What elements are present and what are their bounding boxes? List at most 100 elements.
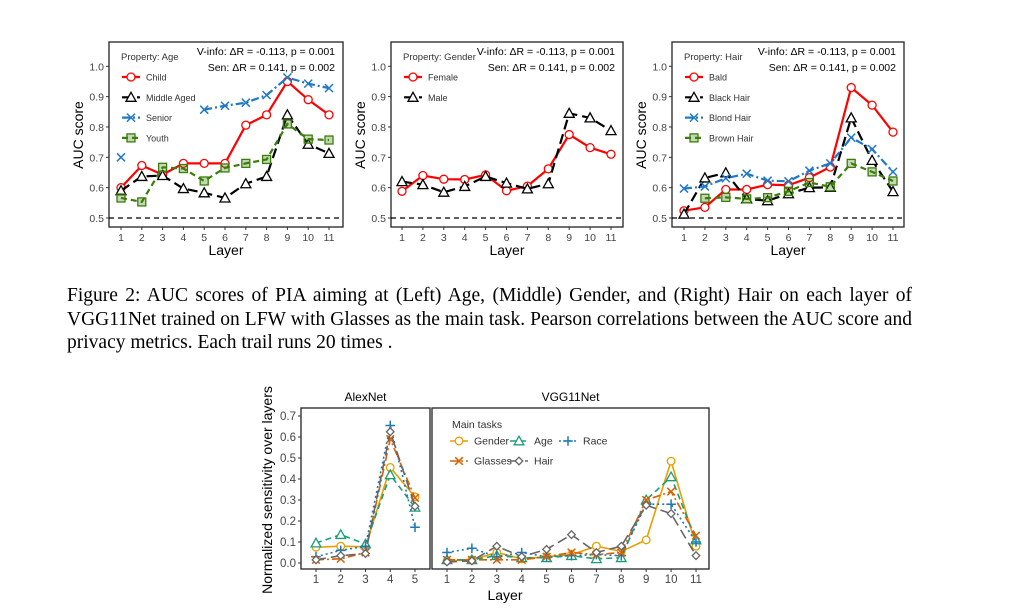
x-tick-label: 8 — [618, 574, 624, 586]
data-point-circle — [564, 129, 574, 140]
data-point-x — [220, 101, 230, 111]
data-point-triangle — [604, 124, 618, 136]
x-tick-label: 4 — [518, 574, 525, 586]
data-point-x — [804, 166, 814, 176]
legend-title: Property: Hair — [684, 52, 743, 63]
data-point-x — [492, 555, 502, 565]
data-point-x — [700, 181, 710, 191]
data-point-circle — [867, 100, 877, 110]
data-point-triangle — [865, 154, 879, 166]
data-point-circle — [721, 184, 731, 195]
data-point-triangle — [542, 177, 555, 189]
x-tick-label: 1 — [399, 232, 405, 244]
x-tick-label: 7 — [806, 232, 812, 244]
data-point-square — [804, 177, 815, 188]
data-point-triangle — [198, 186, 211, 198]
data-point-x — [262, 90, 272, 100]
y-tick-label: 0.6 — [89, 183, 104, 195]
legend-label: Bald — [709, 73, 727, 83]
x-tick-label: 3 — [441, 232, 447, 244]
data-point-x — [783, 176, 794, 186]
data-point-circle — [178, 158, 189, 169]
legend-item: Male — [404, 90, 448, 103]
figure-caption: Figure 2: AUC scores of PIA aiming at (L… — [67, 285, 912, 353]
legend-item: Senior — [122, 113, 172, 123]
data-point-triangle — [239, 177, 252, 189]
data-point-triangle — [687, 90, 701, 102]
data-point-triangle — [124, 90, 138, 102]
x-tick-label: 1 — [313, 574, 319, 586]
y-tick-label: 0.8 — [89, 122, 104, 134]
y-tick-label: 0.2 — [280, 516, 296, 528]
y-tick-label: 0.8 — [652, 122, 667, 134]
data-point-x — [303, 79, 313, 89]
x-tick-label: 8 — [545, 232, 551, 244]
legend: Property: Hair Bald Black Hair Blond Hair Br… — [684, 52, 754, 143]
data-point-circle — [888, 127, 898, 137]
legend-label: Middle Aged — [146, 93, 196, 103]
x-tick-label: 7 — [243, 232, 249, 244]
data-point-triangle — [260, 170, 273, 182]
x-tick-label: 11 — [888, 232, 899, 244]
data-point-square — [157, 162, 168, 172]
legend-item: Gender — [450, 436, 510, 448]
data-point-circle — [666, 456, 676, 466]
y-tick-label: 0.4 — [280, 474, 297, 486]
legend-item: Age — [510, 434, 553, 448]
data-point-diamond — [442, 557, 452, 567]
x-tick-label: 9 — [848, 232, 854, 244]
y-tick-label: 0.6 — [371, 183, 386, 195]
data-point-x — [742, 169, 752, 179]
data-point-square — [324, 135, 334, 145]
x-tick-label: 1 — [444, 574, 450, 586]
x-axis-label: Layer — [487, 587, 522, 603]
data-point-diamond — [492, 541, 502, 551]
annotation: Sen: ΔR = 0.141, p = 0.002 — [488, 62, 615, 74]
plot-frame — [390, 41, 624, 228]
data-point-triangle — [761, 194, 774, 206]
data-point-square — [282, 119, 293, 129]
x-tick-label: 6 — [504, 232, 510, 244]
data-point-triangle — [416, 178, 430, 190]
data-point-triangle — [500, 176, 513, 188]
data-point-triangle — [698, 171, 712, 183]
data-point-triangle — [677, 207, 691, 219]
data-point-diamond — [666, 508, 676, 519]
y-tick-label: 0.1 — [280, 537, 296, 549]
data-point-plus — [442, 547, 452, 558]
x-tick-label: 7 — [593, 574, 599, 586]
data-point-triangle — [114, 184, 128, 196]
data-point-circle — [408, 72, 418, 82]
data-point-circle — [324, 110, 334, 120]
data-point-triangle — [458, 180, 471, 192]
data-point-triangle — [310, 536, 322, 548]
legend-item: Youth — [122, 133, 169, 143]
data-point-square — [721, 192, 731, 203]
data-point-triangle — [803, 181, 816, 193]
x-tick-label: 2 — [469, 574, 475, 586]
data-point-square — [137, 197, 147, 207]
legend: Property: Age Child Middle Aged Senior Youth — [121, 52, 196, 143]
x-tick-label: 4 — [462, 232, 468, 244]
data-point-circle — [501, 186, 512, 196]
x-tick-label: 2 — [139, 232, 145, 244]
y-axis-label: AUC score — [633, 101, 649, 169]
y-tick-label: 0.5 — [652, 213, 667, 225]
legend-label: Youth — [146, 133, 169, 143]
x-tick-label: 8 — [264, 232, 270, 244]
y-tick-label: 1.0 — [371, 61, 386, 73]
data-point-plus — [467, 543, 477, 554]
x-tick-label: 10 — [584, 232, 596, 244]
data-point-square — [261, 154, 272, 165]
x-tick-label: 7 — [524, 232, 530, 244]
x-axis-label: Layer — [208, 242, 243, 258]
data-point-triangle — [177, 182, 190, 194]
series-hair — [442, 500, 701, 567]
legend-title: Property: Age — [121, 52, 179, 63]
y-tick-label: 0.5 — [89, 213, 104, 225]
legend-label: Hair — [534, 456, 554, 468]
x-tick-label: 6 — [786, 232, 792, 244]
data-point-x — [721, 173, 731, 183]
x-tick-label: 11 — [606, 232, 617, 244]
